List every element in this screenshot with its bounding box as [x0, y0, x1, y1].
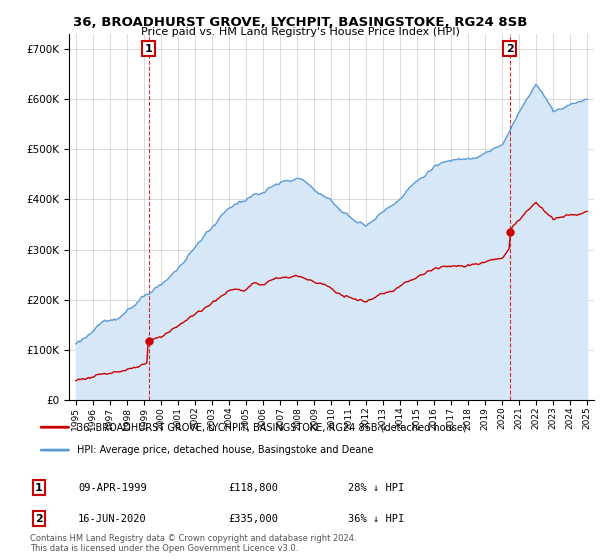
Text: HPI: Average price, detached house, Basingstoke and Deane: HPI: Average price, detached house, Basi… — [77, 445, 373, 455]
Text: 28% ↓ HPI: 28% ↓ HPI — [348, 483, 404, 493]
Text: 2: 2 — [506, 44, 514, 54]
Text: Price paid vs. HM Land Registry's House Price Index (HPI): Price paid vs. HM Land Registry's House … — [140, 27, 460, 37]
Text: 36, BROADHURST GROVE, LYCHPIT, BASINGSTOKE, RG24 8SB (detached house): 36, BROADHURST GROVE, LYCHPIT, BASINGSTO… — [77, 422, 467, 432]
Text: 09-APR-1999: 09-APR-1999 — [78, 483, 147, 493]
Text: 2: 2 — [35, 514, 43, 524]
Text: 36% ↓ HPI: 36% ↓ HPI — [348, 514, 404, 524]
Text: £335,000: £335,000 — [228, 514, 278, 524]
Text: 1: 1 — [35, 483, 43, 493]
Text: 1: 1 — [145, 44, 152, 54]
Text: 36, BROADHURST GROVE, LYCHPIT, BASINGSTOKE, RG24 8SB: 36, BROADHURST GROVE, LYCHPIT, BASINGSTO… — [73, 16, 527, 29]
Text: 16-JUN-2020: 16-JUN-2020 — [78, 514, 147, 524]
Text: £118,800: £118,800 — [228, 483, 278, 493]
Text: Contains HM Land Registry data © Crown copyright and database right 2024.
This d: Contains HM Land Registry data © Crown c… — [30, 534, 356, 553]
